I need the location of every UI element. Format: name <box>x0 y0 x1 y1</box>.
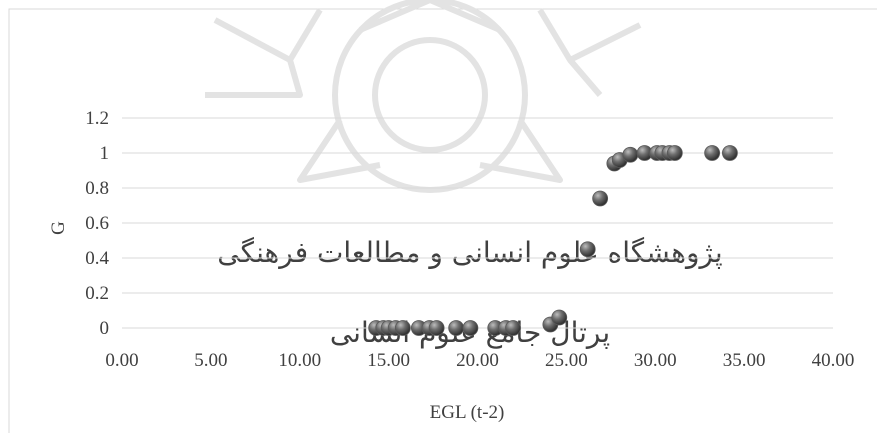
watermark-line1: پژوهشگاه علوم انسانی و مطالعات فرهنگی <box>217 236 722 269</box>
y-tick-label: 0.2 <box>85 283 109 304</box>
data-point <box>551 309 568 326</box>
x-tick-label: 40.00 <box>812 350 855 371</box>
data-point <box>622 146 639 163</box>
x-tick-label: 30.00 <box>634 350 677 371</box>
y-tick-label: 1 <box>100 143 110 164</box>
data-point <box>448 320 465 336</box>
data-point <box>722 145 738 161</box>
x-tick-label: 15.00 <box>367 350 410 371</box>
y-axis-ticks: 0 0.2 0.4 0.6 0.8 1 1.2 <box>85 108 109 339</box>
watermark: پژوهشگاه علوم انسانی و مطالعات فرهنگی پر… <box>205 0 723 349</box>
data-points <box>368 145 738 336</box>
x-tick-label: 5.00 <box>194 350 227 371</box>
x-tick-label: 20.00 <box>456 350 499 371</box>
data-point <box>428 320 445 336</box>
watermark-emblem <box>205 0 642 193</box>
y-axis-title: G <box>48 221 69 235</box>
y-tick-label: 0.8 <box>85 178 109 199</box>
data-point <box>592 190 609 207</box>
y-tick-label: 0.6 <box>85 213 109 234</box>
x-tick-label: 0.00 <box>105 350 138 371</box>
chart-border <box>8 8 877 433</box>
data-point <box>462 320 479 336</box>
x-axis-ticks: 0.00 5.00 10.00 15.00 20.00 25.00 30.00 35.00 40… <box>105 350 854 371</box>
data-point <box>704 145 721 161</box>
data-point <box>505 320 521 336</box>
y-tick-label: 0.4 <box>85 248 109 269</box>
x-tick-label: 25.00 <box>545 350 588 371</box>
x-tick-label: 35.00 <box>723 350 766 371</box>
data-point <box>394 320 411 336</box>
y-tick-label: 1.2 <box>85 108 109 129</box>
x-axis-title: EGL (t-2) <box>430 402 505 423</box>
data-point <box>579 241 596 258</box>
data-point <box>666 145 683 161</box>
x-tick-label: 10.00 <box>278 350 321 371</box>
y-tick-label: 0 <box>100 318 110 339</box>
